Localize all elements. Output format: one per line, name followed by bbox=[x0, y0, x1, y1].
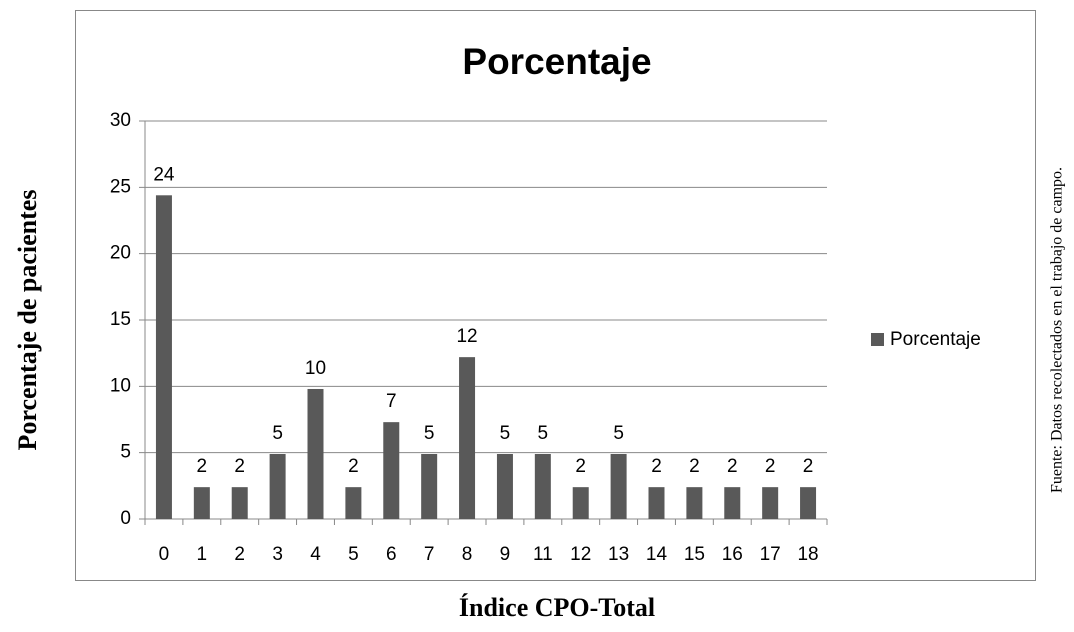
y-tick-label: 5 bbox=[120, 442, 131, 463]
source-note: Fuente: Datos recolectados en el trabajo… bbox=[1049, 167, 1066, 493]
data-label: 7 bbox=[386, 391, 397, 412]
data-label: 5 bbox=[613, 423, 624, 444]
bar bbox=[572, 487, 589, 519]
bar bbox=[383, 422, 400, 519]
y-tick-label: 10 bbox=[110, 375, 131, 396]
data-label: 2 bbox=[727, 456, 738, 477]
x-tick-label: 18 bbox=[797, 544, 818, 565]
data-label: 5 bbox=[272, 423, 283, 444]
data-label: 5 bbox=[500, 423, 511, 444]
data-label: 2 bbox=[197, 456, 208, 477]
data-label: 24 bbox=[153, 164, 175, 185]
legend-swatch bbox=[871, 333, 884, 346]
x-tick-label: 14 bbox=[646, 544, 668, 565]
x-tick-label: 1 bbox=[197, 544, 208, 565]
bar bbox=[231, 487, 248, 519]
bar bbox=[345, 487, 362, 519]
x-axis-label: Índice CPO-Total bbox=[459, 593, 655, 622]
data-label: 2 bbox=[575, 456, 586, 477]
bar bbox=[686, 487, 703, 519]
bar bbox=[762, 487, 779, 519]
x-tick-label: 12 bbox=[570, 544, 591, 565]
x-tick-label: 2 bbox=[234, 544, 245, 565]
x-tick-label: 9 bbox=[500, 544, 511, 565]
x-tick-label: 4 bbox=[310, 544, 321, 565]
data-label: 2 bbox=[234, 456, 245, 477]
bar bbox=[307, 388, 324, 519]
bar bbox=[421, 453, 438, 519]
bar bbox=[496, 453, 513, 519]
y-tick-label: 20 bbox=[110, 243, 131, 264]
chart-frame bbox=[75, 10, 1036, 581]
x-tick-label: 8 bbox=[462, 544, 473, 565]
x-tick-label: 17 bbox=[760, 544, 781, 565]
bar bbox=[610, 453, 627, 519]
x-tick-label: 3 bbox=[272, 544, 283, 565]
x-tick-label: 11 bbox=[533, 544, 553, 565]
y-tick-label: 25 bbox=[110, 176, 131, 197]
bar bbox=[269, 453, 286, 519]
data-label: 12 bbox=[456, 326, 477, 347]
bar bbox=[459, 357, 476, 519]
data-label: 2 bbox=[765, 456, 776, 477]
y-axis-label: Porcentaje de pacientes bbox=[13, 190, 42, 451]
data-label: 2 bbox=[651, 456, 662, 477]
legend-label: Porcentaje bbox=[890, 329, 981, 350]
bar bbox=[155, 195, 172, 519]
x-tick-label: 5 bbox=[348, 544, 359, 565]
bar bbox=[724, 487, 741, 519]
x-tick-label: 6 bbox=[386, 544, 397, 565]
data-label: 2 bbox=[348, 456, 359, 477]
x-tick-label: 7 bbox=[424, 544, 435, 565]
bar bbox=[193, 487, 210, 519]
data-label: 2 bbox=[689, 456, 700, 477]
data-label: 10 bbox=[305, 358, 326, 379]
bar bbox=[648, 487, 665, 519]
bar bbox=[534, 453, 551, 519]
y-tick-label: 0 bbox=[120, 508, 131, 529]
x-tick-label: 15 bbox=[684, 544, 705, 565]
data-label: 5 bbox=[538, 423, 549, 444]
y-tick-label: 15 bbox=[110, 309, 131, 330]
chart-title: Porcentaje bbox=[462, 41, 651, 82]
data-label: 2 bbox=[803, 456, 814, 477]
bar bbox=[800, 487, 817, 519]
data-label: 5 bbox=[424, 423, 435, 444]
x-tick-label: 16 bbox=[722, 544, 743, 565]
x-tick-label: 13 bbox=[608, 544, 629, 565]
y-tick-label: 30 bbox=[110, 110, 131, 131]
x-tick-label: 0 bbox=[159, 544, 170, 565]
